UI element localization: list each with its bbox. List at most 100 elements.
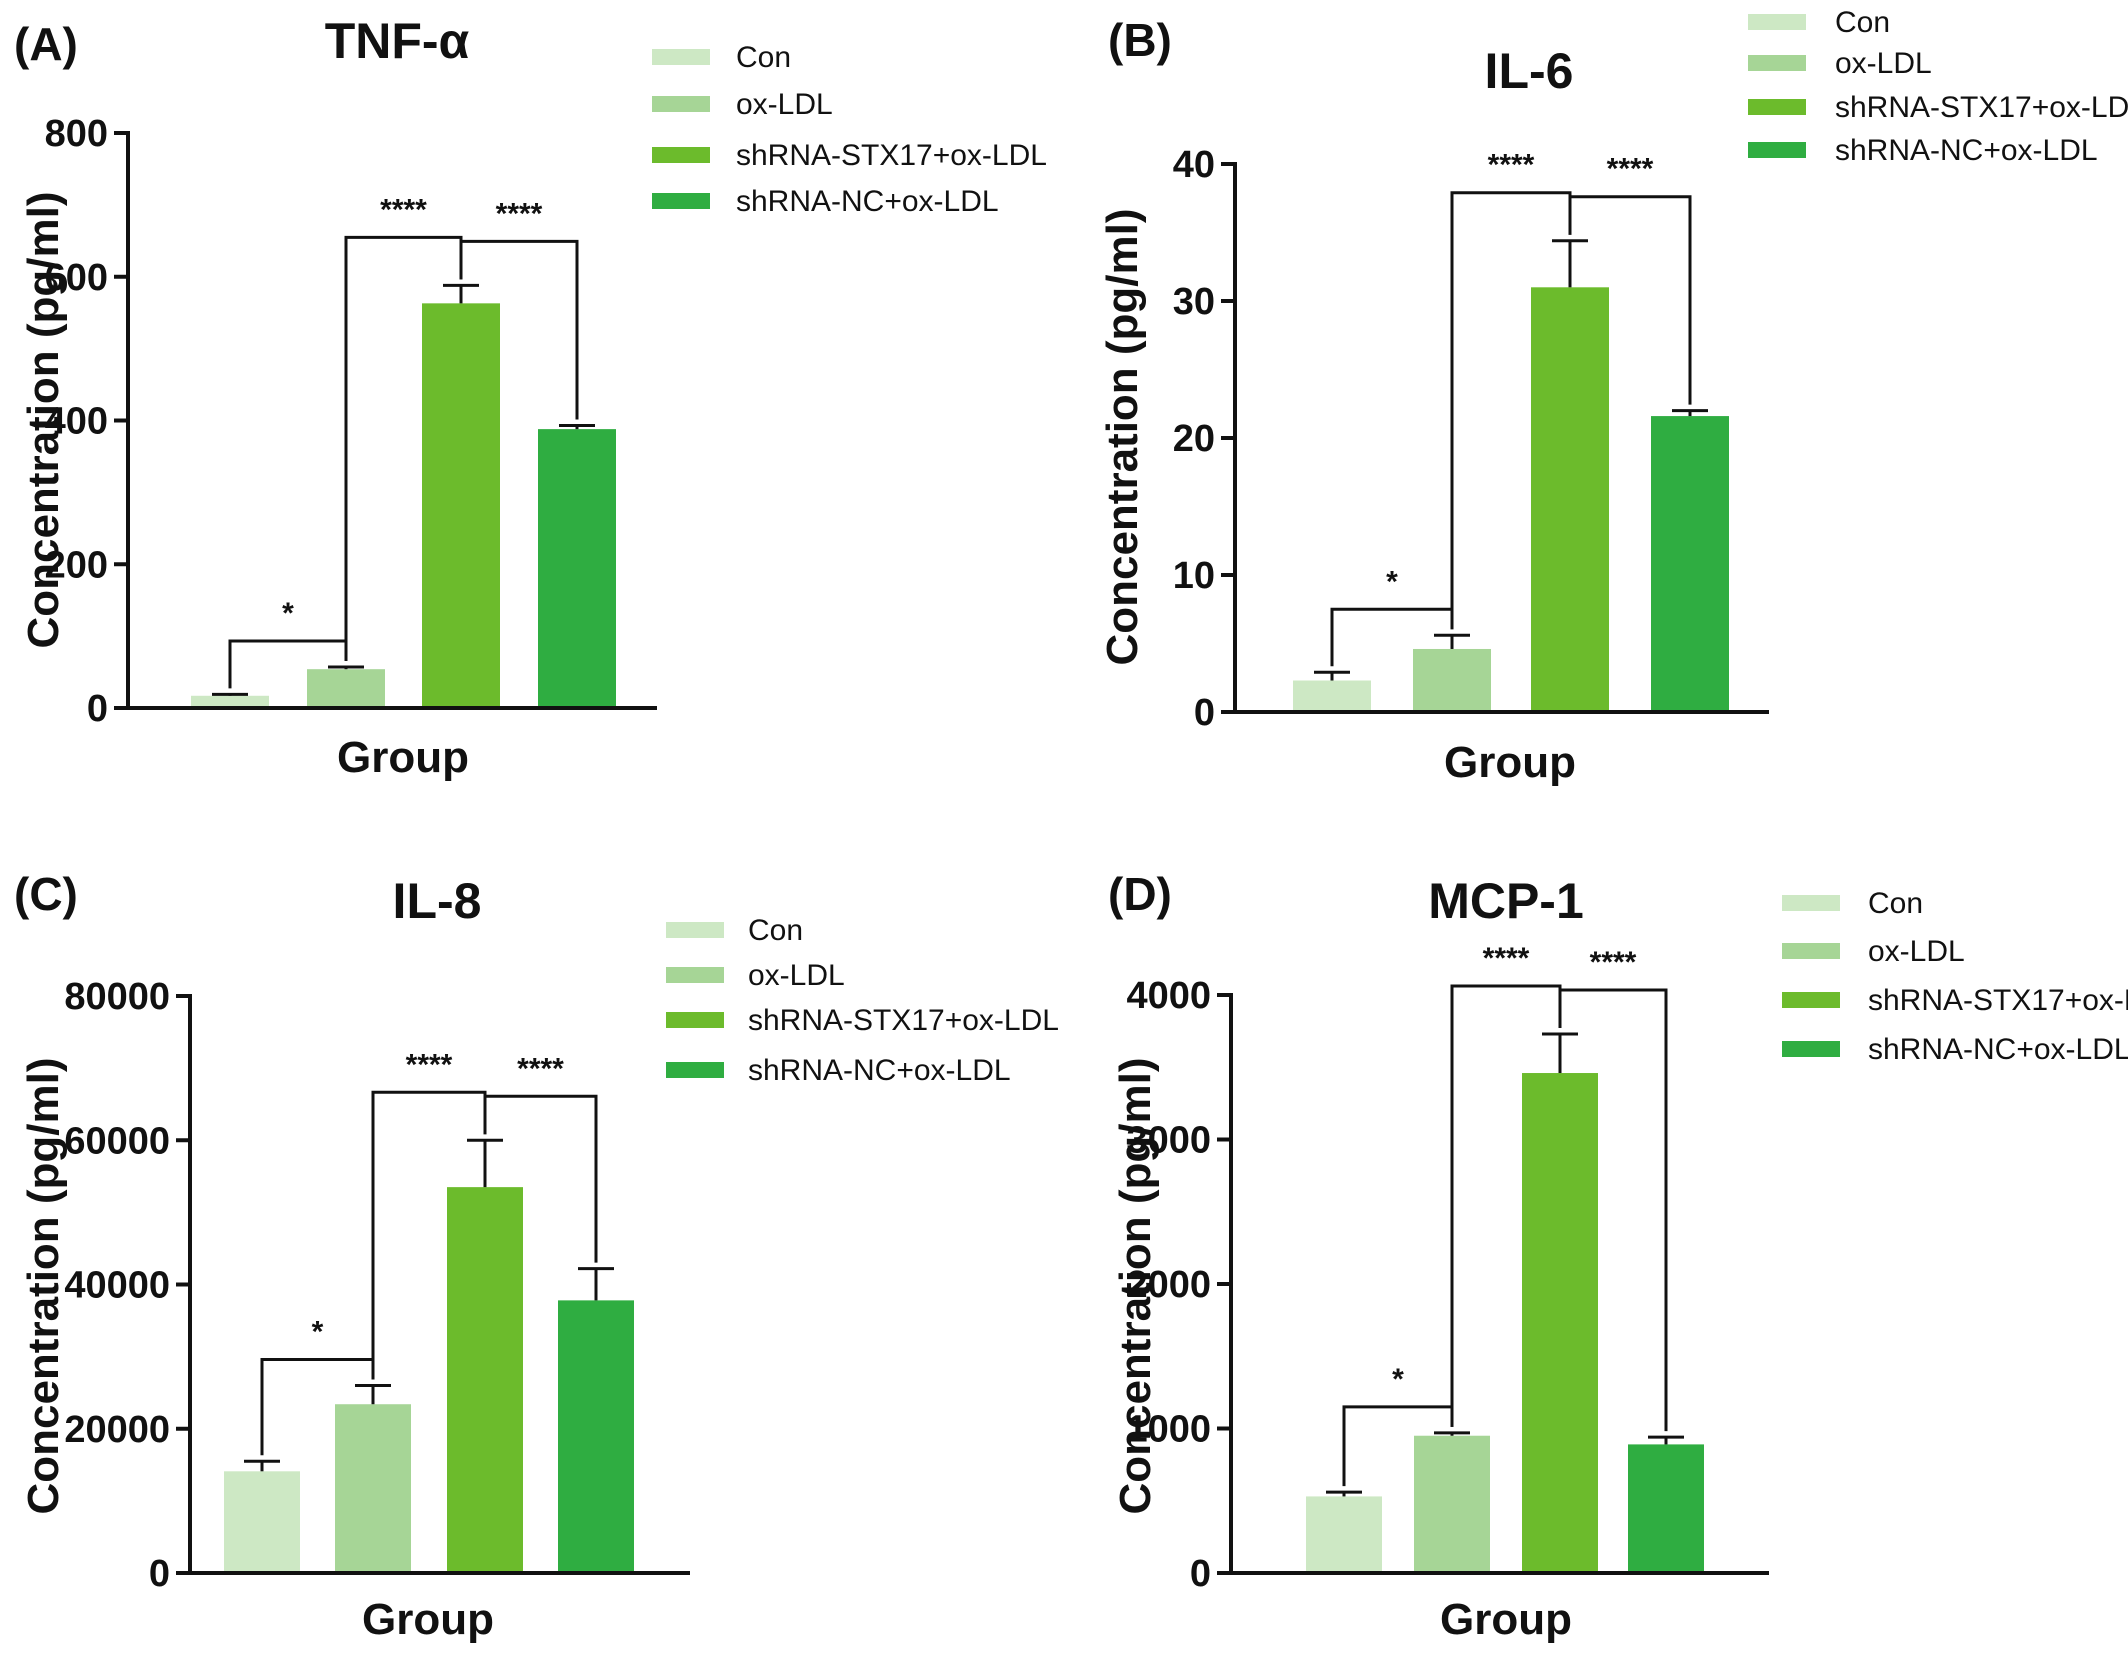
significance-label: **** bbox=[380, 193, 427, 226]
bar bbox=[1414, 1435, 1490, 1573]
y-tick-label: 800 bbox=[45, 113, 108, 155]
bar bbox=[1628, 1444, 1704, 1573]
significance-label: **** bbox=[496, 197, 543, 230]
y-tick-label: 20000 bbox=[64, 1409, 170, 1451]
legend-label: shRNA-STX17+ox-LDL bbox=[1868, 984, 2128, 1017]
significance-label: * bbox=[282, 597, 294, 630]
x-axis-title: Group bbox=[1440, 1595, 1572, 1644]
legend-label: ox-LDL bbox=[736, 88, 833, 121]
legend-label: shRNA-STX17+ox-LDL bbox=[736, 139, 1047, 172]
legend-label: ox-LDL bbox=[748, 959, 845, 992]
y-tick-label: 40000 bbox=[64, 1265, 170, 1307]
legend-swatch bbox=[652, 147, 710, 163]
panel-letter: (D) bbox=[1108, 868, 1172, 920]
significance-label: **** bbox=[517, 1052, 564, 1085]
significance-label: **** bbox=[1483, 942, 1530, 975]
panel-letter: (A) bbox=[14, 18, 78, 70]
significance-label: * bbox=[312, 1315, 324, 1348]
y-axis-title: Concentration (pg/ml) bbox=[1111, 1057, 1160, 1514]
chart-panel-c: (C) IL-8 Con ox-LDL shRNA-STX17+ox-LDL shRNA-… bbox=[14, 868, 1059, 1644]
y-axis-title: Concentration (pg/ml) bbox=[19, 1057, 68, 1514]
chart-panel-d: (D) MCP-1 Con ox-LDL shRNA-STX17+ox-LDL shRNA… bbox=[1108, 868, 2128, 1644]
legend-swatch bbox=[1782, 895, 1840, 911]
legend-label: ox-LDL bbox=[1835, 47, 1932, 80]
bar bbox=[558, 1300, 634, 1573]
bar bbox=[538, 429, 616, 708]
legend-label: ox-LDL bbox=[1868, 935, 1965, 968]
chart-title: IL-6 bbox=[1485, 43, 1574, 99]
y-tick-label: 0 bbox=[1194, 692, 1215, 734]
chart-title: MCP-1 bbox=[1428, 873, 1584, 929]
significance-bracket bbox=[1558, 988, 1668, 1432]
y-tick-label: 80000 bbox=[64, 976, 170, 1018]
legend-label: shRNA-NC+ox-LDL bbox=[748, 1054, 1011, 1087]
legend-swatch bbox=[652, 193, 710, 209]
bar bbox=[1293, 680, 1371, 712]
y-tick-label: 400 bbox=[45, 401, 108, 443]
panel-letter: (B) bbox=[1108, 14, 1172, 66]
y-tick-label: 200 bbox=[45, 544, 108, 586]
y-tick-label: 0 bbox=[1190, 1553, 1211, 1595]
bar bbox=[1306, 1496, 1382, 1573]
y-tick-label: 40 bbox=[1173, 144, 1215, 186]
significance-label: **** bbox=[1607, 153, 1654, 186]
bar bbox=[447, 1187, 523, 1573]
legend-swatch bbox=[1782, 1041, 1840, 1057]
y-tick-label: 10 bbox=[1173, 555, 1215, 597]
y-axis-title: Concentration (pg/ml) bbox=[1098, 208, 1147, 665]
y-tick-label: 60000 bbox=[64, 1120, 170, 1162]
significance-label: * bbox=[1386, 565, 1398, 598]
x-axis-title: Group bbox=[362, 1595, 494, 1644]
legend-label: Con bbox=[748, 914, 803, 947]
legend-swatch bbox=[666, 1012, 724, 1028]
legend-label: shRNA-NC+ox-LDL bbox=[736, 185, 999, 218]
legend-label: Con bbox=[1835, 6, 1890, 39]
y-tick-label: 0 bbox=[149, 1553, 170, 1595]
legend-swatch bbox=[666, 1062, 724, 1078]
bar bbox=[335, 1404, 411, 1573]
y-axis-title: Concentration (pg/ml) bbox=[19, 191, 68, 648]
legend-swatch bbox=[1748, 99, 1806, 115]
legend-swatch bbox=[1748, 14, 1806, 30]
bar bbox=[224, 1471, 300, 1573]
chart-panel-b: (B) IL-6 Con ox-LDL shRNA-STX17+ox-LDL shRNA-… bbox=[1098, 6, 2128, 787]
y-tick-label: 30 bbox=[1173, 281, 1215, 323]
legend-swatch bbox=[666, 922, 724, 938]
y-tick-label: 2000 bbox=[1126, 1264, 1211, 1306]
bar bbox=[191, 695, 269, 708]
bar bbox=[1531, 287, 1609, 712]
y-tick-label: 4000 bbox=[1126, 975, 1211, 1017]
legend-label: Con bbox=[1868, 887, 1923, 920]
legend-label: shRNA-NC+ox-LDL bbox=[1868, 1033, 2128, 1066]
significance-bracket bbox=[1568, 195, 1692, 405]
significance-label: **** bbox=[1590, 946, 1637, 979]
legend-swatch bbox=[652, 49, 710, 65]
significance-bracket bbox=[483, 1094, 598, 1263]
legend-label: shRNA-STX17+ox-LDL bbox=[1835, 91, 2128, 124]
bar bbox=[1413, 648, 1491, 712]
y-tick-label: 0 bbox=[87, 688, 108, 730]
significance-label: **** bbox=[1488, 149, 1535, 182]
chart-panel-a: (A) TNF-α Con ox-LDL shRNA-STX17+ox-LDL shRNA… bbox=[14, 13, 1047, 782]
legend-swatch bbox=[1748, 142, 1806, 158]
bar bbox=[1522, 1073, 1598, 1573]
x-axis-title: Group bbox=[337, 733, 469, 782]
legend-label: shRNA-STX17+ox-LDL bbox=[748, 1004, 1059, 1037]
legend-label: shRNA-NC+ox-LDL bbox=[1835, 134, 2098, 167]
legend-swatch bbox=[666, 967, 724, 983]
significance-label: **** bbox=[406, 1048, 453, 1081]
y-tick-label: 600 bbox=[45, 257, 108, 299]
bar bbox=[307, 669, 385, 708]
bar bbox=[1651, 416, 1729, 712]
panel-letter: (C) bbox=[14, 868, 78, 920]
x-axis-title: Group bbox=[1444, 738, 1576, 787]
y-tick-label: 3000 bbox=[1126, 1120, 1211, 1162]
chart-title: IL-8 bbox=[393, 873, 482, 929]
legend-swatch bbox=[1748, 55, 1806, 71]
y-tick-label: 1000 bbox=[1126, 1409, 1211, 1451]
bar bbox=[422, 303, 500, 708]
legend-swatch bbox=[652, 96, 710, 112]
legend-swatch bbox=[1782, 992, 1840, 1008]
y-tick-label: 20 bbox=[1173, 418, 1215, 460]
